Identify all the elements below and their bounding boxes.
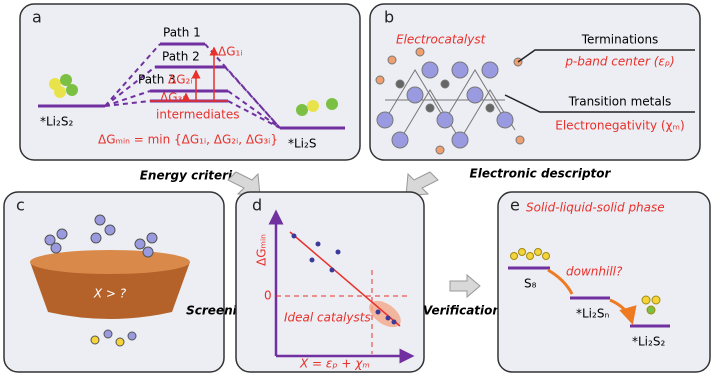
delta-label: ΔG₂ᵢ [168, 73, 192, 87]
ideal-label: Ideal catalysts [284, 311, 371, 325]
tub-top [30, 250, 190, 274]
species-label: *Li₂Sₙ [576, 307, 609, 321]
paths [104, 43, 281, 129]
delta-label: ΔG₃ᵢ [160, 91, 184, 105]
step-arrow [547, 268, 632, 322]
trend-line [289, 231, 401, 327]
panel-title: Solid-liquid-solid phase [526, 201, 665, 215]
panel-letter: d [252, 196, 262, 215]
panel-e: e Solid-liquid-solid phase S₈ downhill? … [497, 191, 711, 373]
path-label: Path 2 [162, 50, 200, 64]
panel-box [369, 3, 701, 161]
points [291, 233, 397, 325]
species-label: *Li₂S₂ [40, 115, 73, 129]
caption: Energy criteria [140, 169, 241, 183]
label: Transition metals [568, 95, 672, 109]
lattice [375, 47, 525, 155]
species-label: *Li₂S [288, 137, 316, 151]
panel-letter: e [510, 196, 520, 215]
energy-arrows [150, 46, 228, 102]
molecules [44, 214, 158, 347]
label: p-band center (εₚ) [564, 55, 674, 69]
y-label: ΔGₘᵢₙ [255, 234, 269, 266]
panel-title: Electrocatalyst [396, 33, 487, 47]
panel-letter: a [32, 8, 42, 27]
arrow-label: Verification [423, 304, 501, 318]
step-label: downhill? [566, 265, 623, 279]
panel-d: d ΔGₘᵢₙ 0 Ideal catalysts X = εₚ + χₘ [235, 191, 425, 373]
x-label: X = εₚ + χₘ [299, 357, 370, 371]
leader-line [504, 49, 695, 113]
label: Electronegativity (χₘ) [555, 119, 684, 133]
panel-box [235, 191, 425, 373]
species-label: S₈ [524, 277, 537, 291]
panel-letter: c [16, 196, 25, 215]
panel-c: c X > ? [3, 191, 225, 373]
zero-label: 0 [264, 289, 272, 303]
intermediates-label: intermediates [156, 108, 239, 122]
formula: ΔGₘᵢₙ = min {ΔG₁ᵢ, ΔG₂ᵢ, ΔG₃ᵢ} [98, 133, 278, 147]
tub [30, 262, 190, 319]
label: X > ? [93, 287, 127, 301]
label: Terminations [581, 33, 659, 47]
panel-a: a Path 1 Path 2 Path 3 ΔG₁ᵢ ΔG₂ᵢ ΔG₃ᵢ in… [19, 3, 361, 161]
molecule [49, 74, 338, 116]
path-label: Path 1 [163, 26, 201, 40]
path-label: Path 3 [138, 73, 176, 87]
delta-label: ΔG₁ᵢ [218, 45, 242, 59]
molecules [510, 248, 661, 315]
panel-b: b Electrocatalyst Terminations p-band ce… [369, 3, 701, 161]
caption: Electronic descriptor [470, 167, 612, 181]
species-label: *Li₂S₂ [632, 335, 665, 349]
panel-letter: b [384, 8, 394, 27]
